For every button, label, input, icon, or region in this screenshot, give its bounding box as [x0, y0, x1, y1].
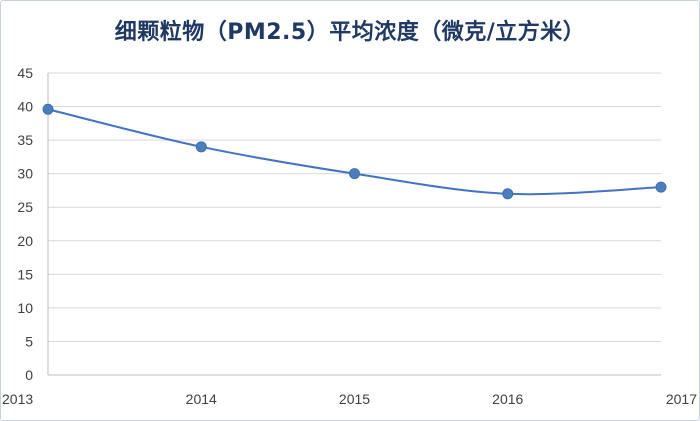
x-tick-label: 2013 [2, 391, 33, 407]
data-point [195, 141, 207, 153]
y-tick-label: 5 [25, 333, 33, 349]
x-tick-label: 2015 [339, 391, 370, 407]
chart-title: 细颗粒物（PM2.5）平均浓度（微克/立方米） [114, 20, 586, 45]
y-tick-label: 30 [17, 166, 33, 182]
x-tick-label: 2017 [666, 391, 697, 407]
y-tick-label: 40 [17, 99, 33, 115]
y-axis-ticks: 0 5 10 15 20 25 30 35 40 45 [17, 65, 33, 383]
y-tick-label: 10 [17, 300, 33, 316]
y-tick-label: 20 [17, 233, 33, 249]
gridlines [47, 72, 661, 376]
series-group [42, 103, 667, 200]
y-tick-label: 45 [17, 65, 33, 81]
y-tick-label: 0 [25, 367, 33, 383]
y-tick-label: 35 [17, 132, 33, 148]
y-tick-label: 15 [17, 266, 33, 282]
data-point [655, 181, 667, 193]
y-tick-label: 25 [17, 199, 33, 215]
data-point [349, 168, 360, 180]
x-tick-label: 2014 [186, 391, 217, 407]
data-point [502, 188, 514, 200]
series-line [47, 108, 662, 196]
x-tick-label: 2016 [492, 391, 523, 407]
data-point [42, 103, 54, 115]
x-axis-ticks: 2013 2014 2015 2016 2017 [2, 391, 697, 407]
